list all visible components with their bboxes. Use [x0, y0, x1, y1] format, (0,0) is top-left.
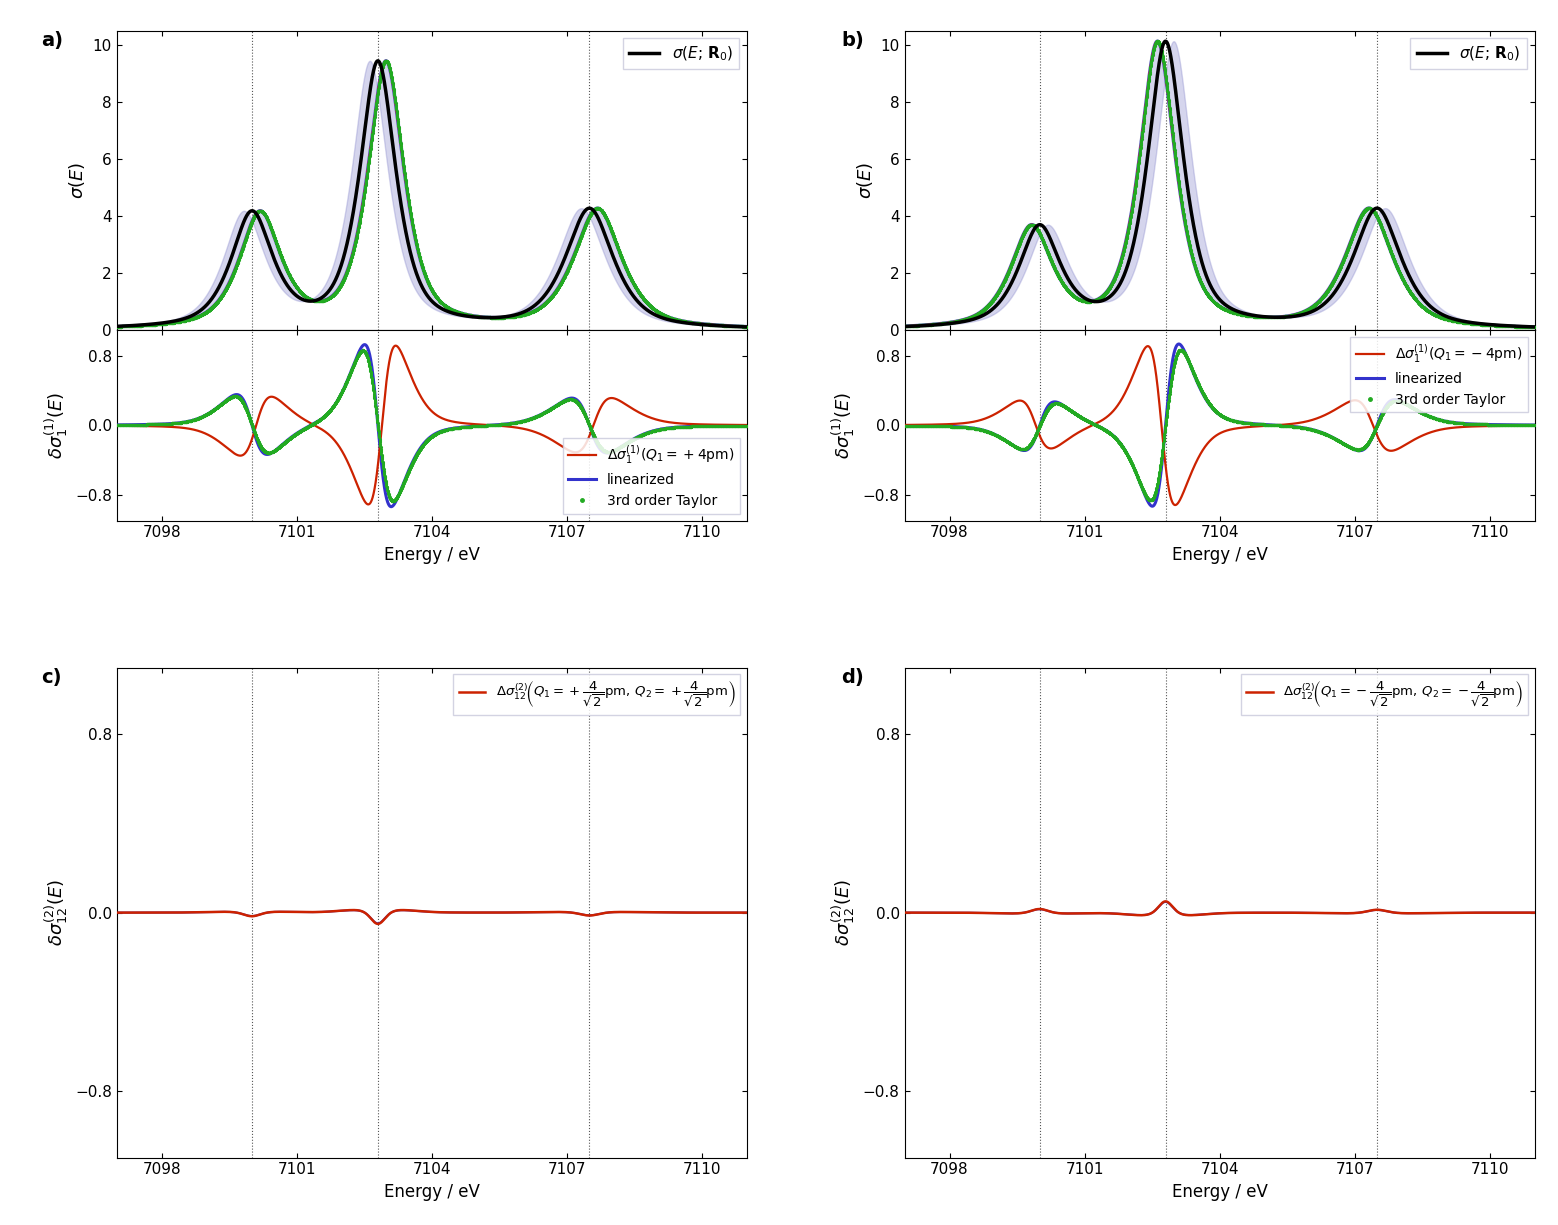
X-axis label: Energy / eV: Energy / eV — [383, 546, 480, 564]
X-axis label: Energy / eV: Energy / eV — [383, 1183, 480, 1200]
Legend: $\Delta\sigma_{12}^{(2)}\!\left(Q_1=+\dfrac{4}{\sqrt{2}}\mathrm{pm},\,Q_2=+\dfra: $\Delta\sigma_{12}^{(2)}\!\left(Q_1=+\df… — [453, 674, 740, 714]
Y-axis label: $\sigma(E)$: $\sigma(E)$ — [855, 162, 876, 198]
X-axis label: Energy / eV: Energy / eV — [1172, 546, 1268, 564]
Y-axis label: $\sigma(E)$: $\sigma(E)$ — [67, 162, 87, 198]
X-axis label: Energy / eV: Energy / eV — [1172, 1183, 1268, 1200]
Legend: $\Delta\sigma_1^{(1)}(Q_1 = -4\mathrm{pm})$, linearized, 3rd order Taylor: $\Delta\sigma_1^{(1)}(Q_1 = -4\mathrm{pm… — [1351, 337, 1528, 413]
Y-axis label: $\delta\sigma_{12}^{(2)}(E)$: $\delta\sigma_{12}^{(2)}(E)$ — [830, 878, 857, 947]
Y-axis label: $\delta\sigma_1^{(1)}(E)$: $\delta\sigma_1^{(1)}(E)$ — [42, 392, 70, 459]
Text: b): b) — [841, 31, 865, 50]
Legend: $\sigma(E;\,\mathbf{R}_0)$: $\sigma(E;\,\mathbf{R}_0)$ — [1410, 38, 1527, 69]
Y-axis label: $\delta\sigma_{12}^{(2)}(E)$: $\delta\sigma_{12}^{(2)}(E)$ — [42, 878, 70, 947]
Text: a): a) — [41, 31, 64, 50]
Text: d): d) — [841, 668, 865, 687]
Legend: $\sigma(E;\,\mathbf{R}_0)$: $\sigma(E;\,\mathbf{R}_0)$ — [623, 38, 740, 69]
Text: c): c) — [41, 668, 62, 687]
Y-axis label: $\delta\sigma_1^{(1)}(E)$: $\delta\sigma_1^{(1)}(E)$ — [830, 392, 857, 459]
Legend: $\Delta\sigma_1^{(1)}(Q_1 = +4\mathrm{pm})$, linearized, 3rd order Taylor: $\Delta\sigma_1^{(1)}(Q_1 = +4\mathrm{pm… — [562, 439, 740, 513]
Legend: $\Delta\sigma_{12}^{(2)}\!\left(Q_1=-\dfrac{4}{\sqrt{2}}\mathrm{pm},\,Q_2=-\dfra: $\Delta\sigma_{12}^{(2)}\!\left(Q_1=-\df… — [1242, 674, 1528, 714]
